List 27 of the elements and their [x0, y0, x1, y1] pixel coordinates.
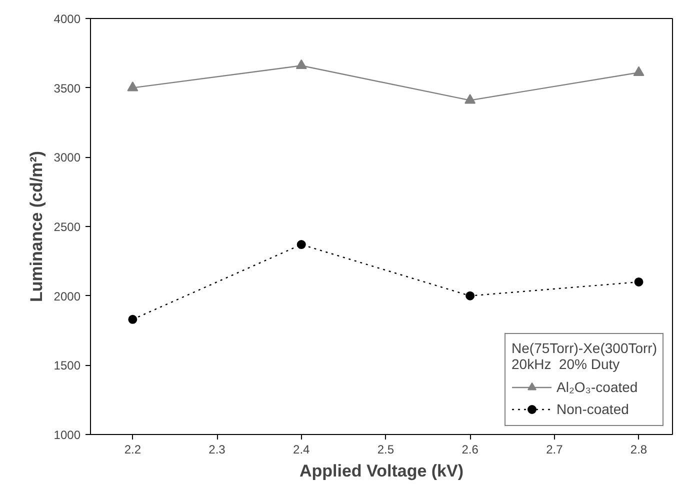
point: [466, 291, 475, 300]
legend-label: Al₂O₃-coated: [556, 379, 638, 395]
x-tick-label: 2.2: [124, 442, 142, 456]
y-tick-label: 1000: [54, 428, 81, 442]
point: [296, 240, 306, 250]
x-axis-title: Applied Voltage (kV): [299, 462, 464, 480]
x-tick-label: 2.5: [377, 442, 394, 456]
legend-title: Ne(75Torr)-Xe(300Torr) 20kHz 20% Duty: [512, 340, 657, 372]
x-tick-label: 2.3: [208, 442, 226, 456]
y-axis-title: Luminance (cd/m²): [26, 150, 46, 302]
x-tick-label: 2.8: [630, 442, 648, 456]
point: [128, 314, 138, 324]
point: [127, 82, 138, 92]
y-tick-label: 2000: [54, 289, 81, 304]
y-tick-label: 4000: [54, 12, 81, 26]
point: [633, 66, 644, 76]
y-tick-label: 1500: [54, 358, 81, 373]
legend-label: Non-coated: [556, 401, 629, 417]
x-tick-label: 2.4: [293, 442, 310, 456]
point: [634, 277, 644, 286]
point: [464, 94, 476, 104]
x-tick-label: 2.7: [546, 442, 564, 456]
point: [296, 59, 307, 70]
y-tick-label: 3000: [54, 150, 81, 165]
y-tick-label: 2500: [54, 220, 81, 234]
x-tick-label: 2.6: [462, 442, 479, 456]
y-tick-label: 3500: [54, 81, 81, 96]
